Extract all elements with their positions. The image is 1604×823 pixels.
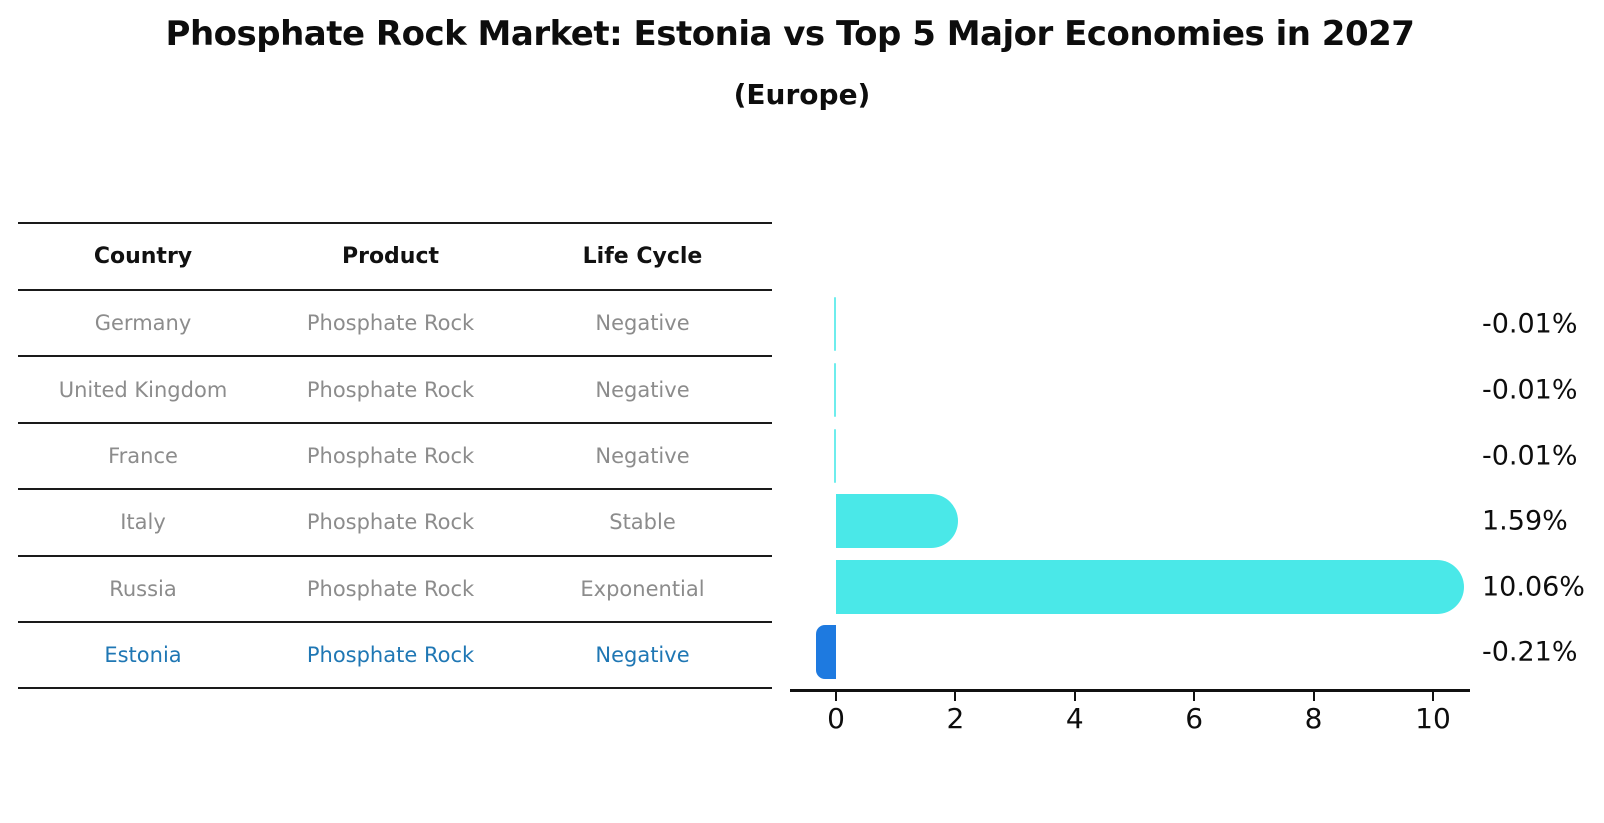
bar-germany — [833, 297, 836, 351]
value-label-germany: -0.01% — [1482, 308, 1578, 340]
bar-russia — [836, 559, 1464, 614]
x-tick-10 — [1432, 692, 1434, 701]
value-label-france: -0.01% — [1482, 440, 1578, 471]
x-tick-label-8: 8 — [1304, 702, 1323, 735]
table-header-country: Country — [93, 244, 193, 269]
cell-life-cycle: Exponential — [580, 576, 705, 601]
x-tick-label-0: 0 — [827, 702, 845, 735]
bar-united-kingdom — [833, 363, 836, 417]
x-tick-label-2: 2 — [946, 702, 965, 735]
cell-product: Phosphate Rock — [306, 643, 475, 668]
cell-country: France — [108, 443, 178, 468]
cell-life-cycle: Negative — [595, 377, 690, 402]
cell-product: Phosphate Rock — [306, 510, 475, 535]
x-tick-label-4: 4 — [1065, 702, 1084, 735]
x-tick-4 — [1073, 692, 1076, 701]
table-header-row: Country Product Life Cycle — [18, 224, 772, 291]
value-label-russia: 10.06% — [1482, 571, 1585, 602]
table-row-united-kingdom: United Kingdom Phosphate Rock Negative — [18, 357, 772, 424]
cell-country: Russia — [109, 576, 177, 601]
cell-country: Italy — [120, 510, 166, 535]
value-label-italy: 1.59% — [1482, 505, 1568, 537]
bar-italy — [836, 494, 958, 548]
table-header-life-cycle: Life Cycle — [582, 244, 703, 269]
table-header-product: Product — [341, 244, 440, 269]
cell-country: Estonia — [104, 643, 182, 668]
cell-life-cycle: Negative — [595, 643, 690, 668]
cell-life-cycle: Negative — [595, 311, 690, 336]
bar-estonia — [816, 625, 836, 679]
chart-subtitle: (Europe) — [733, 78, 871, 111]
table-row-france: France Phosphate Rock Negative — [18, 424, 772, 491]
x-axis-line — [790, 689, 1470, 692]
cell-life-cycle: Stable — [609, 510, 676, 535]
x-tick-8 — [1312, 692, 1315, 701]
x-tick-2 — [954, 692, 957, 701]
x-tick-6 — [1193, 692, 1196, 701]
x-tick-label-10: 10 — [1415, 702, 1451, 735]
table-row-germany: Germany Phosphate Rock Negative — [18, 291, 772, 358]
cell-life-cycle: Negative — [595, 443, 690, 468]
cell-product: Phosphate Rock — [306, 311, 475, 336]
x-tick-0 — [835, 692, 837, 701]
table-row-italy: Italy Phosphate Rock Stable — [18, 490, 772, 557]
table-row-estonia: Estonia Phosphate Rock Negative — [18, 623, 772, 690]
cell-product: Phosphate Rock — [306, 377, 475, 402]
cell-country: United Kingdom — [58, 377, 228, 402]
cell-product: Phosphate Rock — [306, 443, 475, 468]
chart-title: Phosphate Rock Market: Estonia vs Top 5 … — [165, 14, 1415, 54]
cell-country: Germany — [94, 311, 192, 336]
value-label-united-kingdom: -0.01% — [1482, 374, 1578, 406]
table-body: Germany Phosphate Rock Negative United King… — [18, 291, 772, 690]
x-tick-label-6: 6 — [1185, 702, 1204, 735]
table-row-russia: Russia Phosphate Rock Exponential — [18, 557, 772, 623]
value-label-estonia: -0.21% — [1482, 636, 1578, 668]
cell-product: Phosphate Rock — [306, 576, 475, 601]
comparison-table: Country Product Life Cycle Germany Phosph… — [18, 222, 772, 690]
bar-france — [833, 428, 836, 483]
